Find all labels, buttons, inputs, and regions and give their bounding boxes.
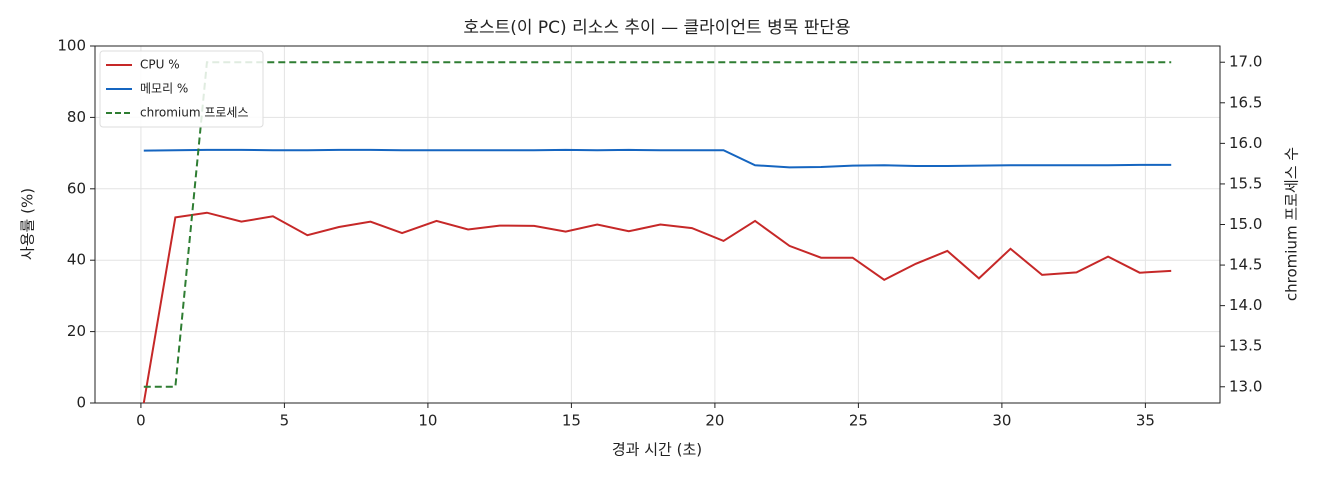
y2-tick-label: 14.5 (1229, 256, 1262, 274)
series-line (142, 211, 1172, 404)
y-tick-label: 80 (67, 108, 86, 126)
y-axis-label: 사용률 (%) (19, 188, 37, 260)
y-tick-label: 100 (57, 37, 86, 55)
y2-tick-label: 15.5 (1229, 174, 1262, 192)
y-tick-label: 20 (67, 322, 86, 340)
y2-axis-label: chromium 프로세스 수 (1283, 147, 1301, 301)
series-line (143, 61, 1172, 388)
x-tick-label: 20 (705, 412, 724, 430)
y2-tick-label: 17.0 (1229, 53, 1262, 71)
y-tick-label: 0 (76, 394, 86, 412)
x-tick-label: 15 (562, 412, 581, 430)
y2-tick-label: 14.0 (1229, 296, 1262, 314)
legend-box (99, 50, 264, 128)
x-tick-label: 25 (849, 412, 868, 430)
legend-label: chromium 프로세스 (140, 106, 249, 120)
x-tick-label: 30 (992, 412, 1011, 430)
x-axis-label: 경과 시간 (초) (612, 441, 702, 459)
y-tick-label: 40 (67, 251, 86, 269)
x-tick-label: 0 (136, 412, 146, 430)
x-tick-label: 10 (418, 412, 437, 430)
chart-title: 호스트(이 PC) 리소스 추이 — 클라이언트 병목 판단용 (463, 18, 850, 38)
y2-tick-label: 16.5 (1229, 93, 1262, 111)
y2-tick-label: 15.0 (1229, 215, 1262, 233)
y2-tick-label: 16.0 (1229, 134, 1262, 152)
plot-frame (94, 45, 1221, 404)
series-line (143, 148, 1172, 169)
legend-label: 메모리 % (140, 82, 188, 96)
y2-tick-label: 13.0 (1229, 377, 1262, 395)
x-tick-label: 5 (280, 412, 290, 430)
legend-label: CPU % (140, 58, 180, 72)
y-tick-label: 60 (67, 179, 86, 197)
x-tick-label: 35 (1136, 412, 1155, 430)
y2-tick-label: 13.5 (1229, 337, 1262, 355)
